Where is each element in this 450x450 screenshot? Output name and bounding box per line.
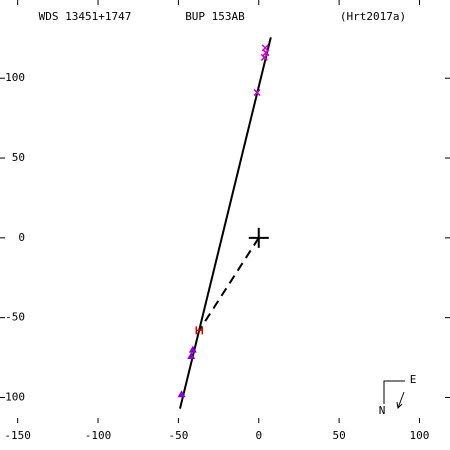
- measure-triangle: [188, 345, 197, 353]
- wds-label: WDS 13451+1747: [39, 10, 132, 23]
- y-tick-label: 50: [12, 151, 25, 164]
- motion-arrow: [397, 391, 405, 409]
- x-tick-label: -50: [168, 429, 188, 442]
- compass-axes: [383, 380, 405, 404]
- y-tick-label: 100: [5, 71, 25, 84]
- ref-label: (Hrt2017a): [340, 10, 406, 23]
- x-tick-label: 50: [332, 429, 345, 442]
- measure-x: [260, 53, 268, 61]
- measure-triangle: [177, 390, 186, 398]
- north-label: N: [379, 404, 386, 417]
- measure-triangle: [187, 351, 196, 359]
- name-label: BUP 153AB: [185, 10, 245, 23]
- east-label: E: [410, 373, 417, 386]
- x-tick-label: 0: [255, 429, 262, 442]
- x-tick-label: -150: [4, 429, 31, 442]
- x-tick-label: -100: [85, 429, 112, 442]
- measure-x: [253, 89, 261, 97]
- measure-h: [195, 326, 204, 335]
- y-tick-label: -50: [5, 311, 25, 324]
- measure-x: [262, 49, 270, 57]
- x-tick-label: 100: [410, 429, 430, 442]
- node-line: [198, 237, 260, 331]
- motion-arrow-head: [396, 401, 403, 410]
- orbit-line: [179, 37, 272, 409]
- y-tick-label: 0: [18, 231, 25, 244]
- compass: N E: [379, 373, 417, 417]
- y-tick-label: -100: [0, 390, 25, 403]
